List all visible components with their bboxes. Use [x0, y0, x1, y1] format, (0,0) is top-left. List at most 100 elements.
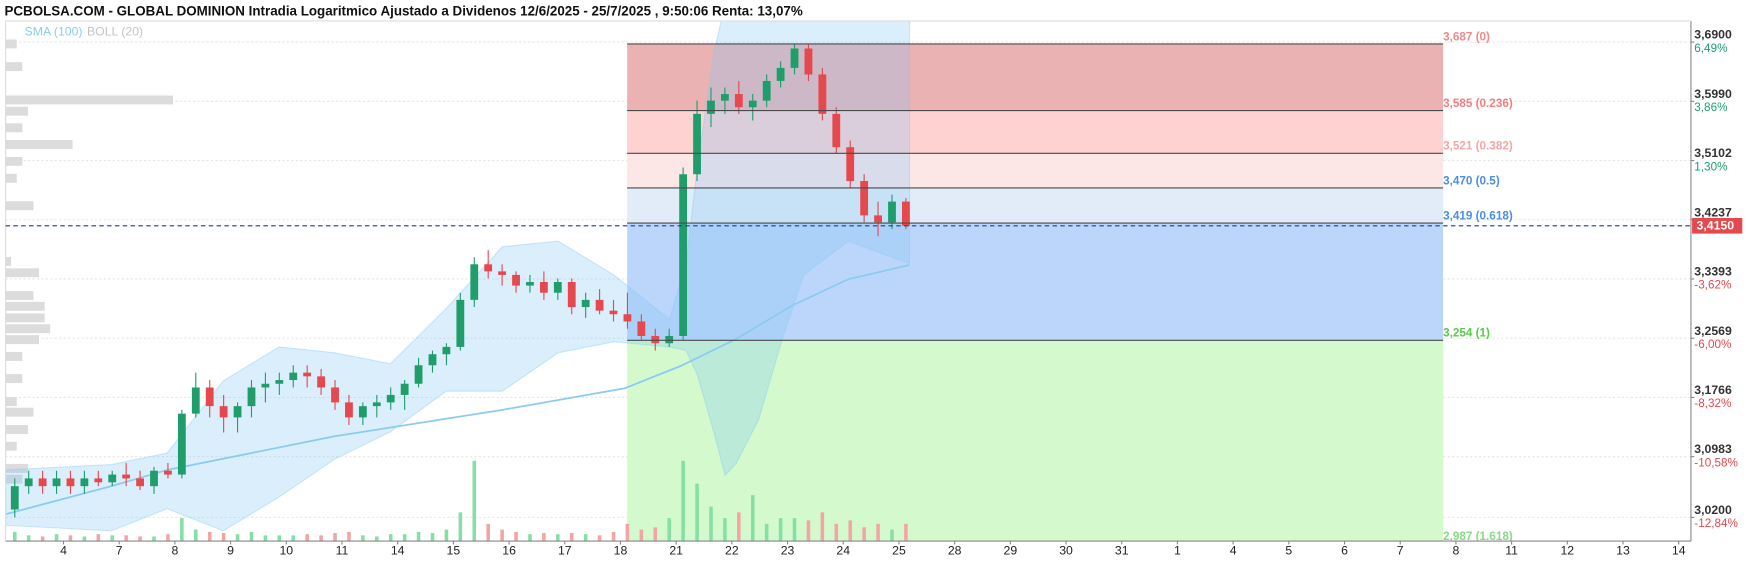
volume-bar [458, 512, 463, 542]
x-tick-label: 1 [1174, 543, 1181, 557]
candle-body [846, 147, 855, 182]
x-tick-label: 16 [502, 543, 516, 557]
volume-profile-bar [5, 173, 17, 183]
candle-body [94, 478, 103, 483]
candle-body [512, 274, 520, 286]
y-change-label: 3,86% [1694, 101, 1727, 114]
candle-body [498, 271, 507, 275]
volume-bar [152, 536, 156, 542]
volume-profile-bar [5, 62, 23, 72]
x-tick-label: 8 [1453, 543, 1460, 557]
x-tick-label: 7 [1397, 543, 1404, 557]
volume-profile-bar [5, 39, 17, 49]
volume-profile-bar [5, 123, 23, 133]
x-tick-label: 11 [1505, 543, 1518, 557]
x-tick-label: 28 [948, 543, 962, 557]
volume-profile-bar [5, 335, 40, 345]
volume-bar [486, 523, 490, 542]
volume-bar [695, 483, 699, 542]
volume-bar [514, 531, 518, 542]
volume-bar [375, 536, 379, 542]
candle-body [539, 282, 548, 293]
candle-body [150, 470, 158, 487]
y-tick-label: 3,5102 [1694, 146, 1732, 160]
volume-profile-bar [5, 106, 28, 116]
fib-label: 2,987 (1.618) [1443, 530, 1513, 543]
candle-body [651, 335, 660, 344]
volume-bar [597, 535, 602, 542]
fib-label: 3,254 (1) [1443, 327, 1490, 340]
candle-body [776, 67, 785, 81]
fib-label: 3,687 (0) [1443, 30, 1490, 43]
candle-body [707, 100, 715, 114]
x-tick-label: 17 [558, 543, 572, 557]
fib-zone [627, 187, 1444, 224]
candle-body [345, 402, 353, 418]
volume-bar [737, 512, 741, 542]
candle-body [874, 215, 882, 223]
candle-body [358, 406, 367, 418]
candle-body [484, 264, 493, 272]
volume-profile-bar [5, 474, 23, 484]
y-tick-label: 3,1766 [1694, 383, 1732, 397]
volume-profile-bar [5, 351, 23, 361]
candle-body [275, 380, 284, 384]
candle-body [66, 478, 75, 487]
candle-body [470, 264, 479, 300]
volume-bar [542, 533, 546, 542]
candle-body [247, 387, 256, 407]
candle-body [261, 383, 270, 388]
volume-bar [792, 518, 797, 542]
volume-bar [82, 536, 87, 542]
x-tick-label: 13 [1616, 543, 1630, 557]
volume-bar [416, 531, 421, 542]
volume-bar [124, 535, 128, 542]
volume-profile-bar [5, 140, 73, 149]
volume-bar [681, 460, 685, 542]
volume-bar [40, 536, 45, 542]
volume-profile-bar [5, 156, 23, 166]
volume-bar [750, 495, 755, 542]
x-tick-label: 7 [116, 543, 123, 557]
candle-body [414, 365, 423, 384]
volume-bar [277, 535, 282, 542]
fib-zone [627, 110, 1444, 154]
x-tick-label: 4 [1230, 543, 1237, 557]
volume-profile-bar [5, 201, 34, 211]
candle-body [400, 383, 409, 395]
y-tick-label: 3,0200 [1694, 503, 1732, 517]
candle-body [177, 413, 186, 475]
candle-body [902, 201, 910, 226]
y-change-label: 1,30% [1694, 160, 1727, 173]
candle-body [233, 406, 242, 418]
volume-bar [110, 535, 115, 542]
volume-profile-bar [5, 425, 28, 434]
candle-body [317, 376, 326, 388]
volume-profile-bar [5, 324, 51, 334]
fib-label: 3,419 (0.618) [1443, 209, 1513, 222]
candle-body [567, 282, 576, 308]
candle-body [108, 474, 117, 483]
volume-bar [820, 512, 825, 542]
fib-zone [627, 223, 1444, 341]
x-tick-label: 6 [1341, 543, 1348, 557]
candle-body [637, 321, 646, 336]
volume-bar [848, 520, 853, 542]
volume-bar [166, 534, 170, 542]
fib-zone [627, 340, 1444, 542]
volume-bar [207, 531, 212, 542]
x-tick-label: 5 [1285, 543, 1292, 557]
volume-bar [834, 523, 839, 542]
x-tick-label: 14 [391, 543, 405, 557]
y-change-label: -12,84% [1694, 517, 1738, 530]
candle-body [136, 478, 144, 487]
volume-bar [723, 518, 727, 542]
volume-bar [806, 520, 811, 542]
volume-bar [528, 534, 532, 542]
bollinger-band [5, 20, 911, 532]
sma-line [5, 264, 910, 516]
volume-bar [904, 523, 908, 542]
candle-body [581, 299, 590, 308]
volume-bar [388, 534, 393, 542]
